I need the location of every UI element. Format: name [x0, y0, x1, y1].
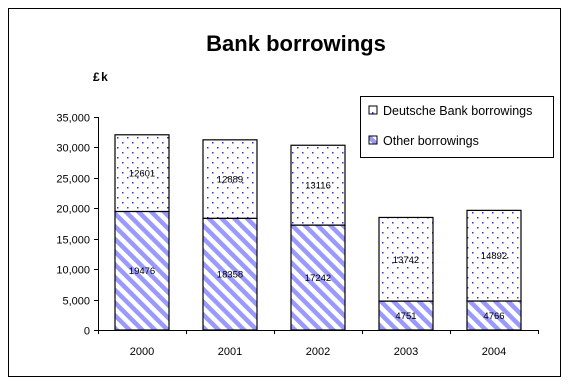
legend: Deutsche Bank borrowings Other borrowing… [360, 96, 554, 158]
data-label-deutsche-bank-borrowings: 13116 [305, 181, 331, 192]
legend-swatch-deutsche-bank [368, 105, 378, 115]
y-axis-label: £k [93, 70, 109, 84]
x-tick-label: 2002 [306, 346, 330, 358]
y-axis: 0 5,000 10,000 15,000 20,000 25,000 30,000 35,0… [56, 113, 99, 338]
legend-swatch-other [368, 135, 378, 145]
bar-deutsche-bank-borrowings [466, 209, 522, 302]
x-tick-label: 2001 [218, 346, 242, 358]
y-tick-label: 10,000 [56, 265, 90, 277]
bar-other-borrowings [114, 210, 170, 331]
legend-label-deutsche-bank: Deutsche Bank borrowings [383, 104, 532, 118]
bar-other-borrowings [202, 217, 258, 331]
bar-deutsche-bank-borrowings [290, 144, 346, 226]
data-label-other-borrowings: 18358 [217, 270, 243, 281]
data-label-deutsche-bank-borrowings: 14892 [481, 251, 507, 262]
legend-label-other: Other borrowings [383, 134, 479, 148]
chart-title: Bank borrowings [206, 31, 386, 56]
x-axis: 2000 2001 2002 2003 2004 [98, 330, 539, 358]
y-tick-label: 25,000 [56, 174, 90, 186]
bar-other-borrowings [290, 224, 346, 331]
y-tick-label: 5,000 [62, 296, 90, 308]
x-tick-label: 2000 [130, 346, 154, 358]
data-label-deutsche-bank-borrowings: 12601 [129, 169, 155, 180]
data-label-other-borrowings: 19476 [129, 266, 155, 277]
bar-other-borrowings [466, 300, 522, 331]
data-label-other-borrowings: 4751 [395, 311, 416, 322]
data-label-deutsche-bank-borrowings: 13742 [393, 255, 419, 266]
y-tick-label: 0 [84, 326, 90, 338]
bar-deutsche-bank-borrowings [114, 134, 170, 213]
bar-other-borrowings [378, 300, 434, 331]
data-label-other-borrowings: 17242 [305, 273, 331, 284]
y-tick-label: 30,000 [56, 143, 90, 155]
chart-border [8, 8, 561, 377]
data-label-other-borrowings: 4766 [483, 311, 504, 322]
bar-deutsche-bank-borrowings [378, 216, 434, 302]
y-tick-label: 35,000 [56, 113, 90, 125]
legend-box [360, 96, 554, 158]
x-tick-label: 2004 [482, 346, 506, 358]
x-tick-label: 2003 [394, 346, 418, 358]
bars: 19476 12601 18358 12889 17242 13116 4751 13742 4… [114, 134, 522, 331]
data-label-deutsche-bank-borrowings: 12889 [217, 175, 243, 186]
bar-deutsche-bank-borrowings [202, 139, 258, 219]
y-tick-label: 15,000 [56, 235, 90, 247]
y-tick-label: 20,000 [56, 204, 90, 216]
